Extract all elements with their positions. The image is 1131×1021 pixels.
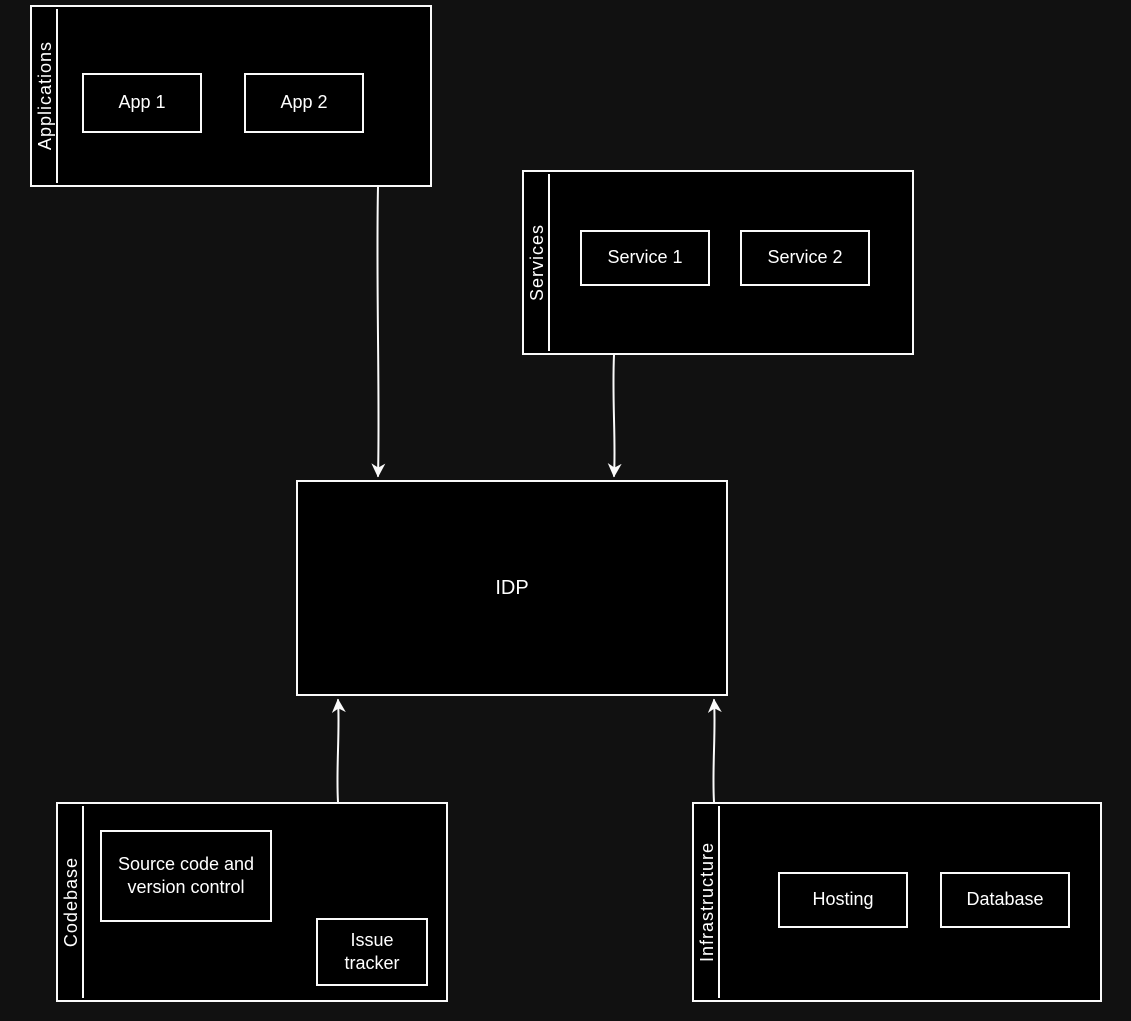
node-label: Hosting	[812, 888, 873, 911]
node-issue-tracker: Issue tracker	[316, 918, 428, 986]
node-label: Service 2	[767, 246, 842, 269]
node-label: Issue tracker	[328, 929, 416, 976]
node-label: IDP	[495, 577, 528, 600]
edge-services-idp	[613, 355, 614, 476]
node-vcs: Source code and version control	[100, 830, 272, 922]
node-idp: IDP	[296, 480, 728, 696]
edge-codebase-idp	[337, 700, 338, 802]
node-app1: App 1	[82, 73, 202, 133]
group-label-text: Infrastructure	[697, 842, 718, 962]
diagram-canvas: Applications App 1 App 2 Services Servic…	[0, 0, 1131, 1021]
node-app2: App 2	[244, 73, 364, 133]
node-label: Database	[966, 888, 1043, 911]
group-label-text: Codebase	[61, 857, 82, 947]
node-service1: Service 1	[580, 230, 710, 286]
group-label-text: Applications	[35, 41, 56, 150]
group-label-applications: Applications	[34, 9, 58, 183]
node-service2: Service 2	[740, 230, 870, 286]
group-label-codebase: Codebase	[60, 806, 84, 998]
node-label: Service 1	[607, 246, 682, 269]
node-label: App 2	[280, 91, 327, 114]
group-label-text: Services	[527, 224, 548, 301]
group-label-services: Services	[526, 174, 550, 351]
node-label: App 1	[118, 91, 165, 114]
node-hosting: Hosting	[778, 872, 908, 928]
edge-applications-idp	[377, 187, 378, 476]
group-label-infrastructure: Infrastructure	[696, 806, 720, 998]
edge-infrastructure-idp	[713, 700, 714, 802]
node-label: Source code and version control	[112, 853, 260, 900]
node-database: Database	[940, 872, 1070, 928]
